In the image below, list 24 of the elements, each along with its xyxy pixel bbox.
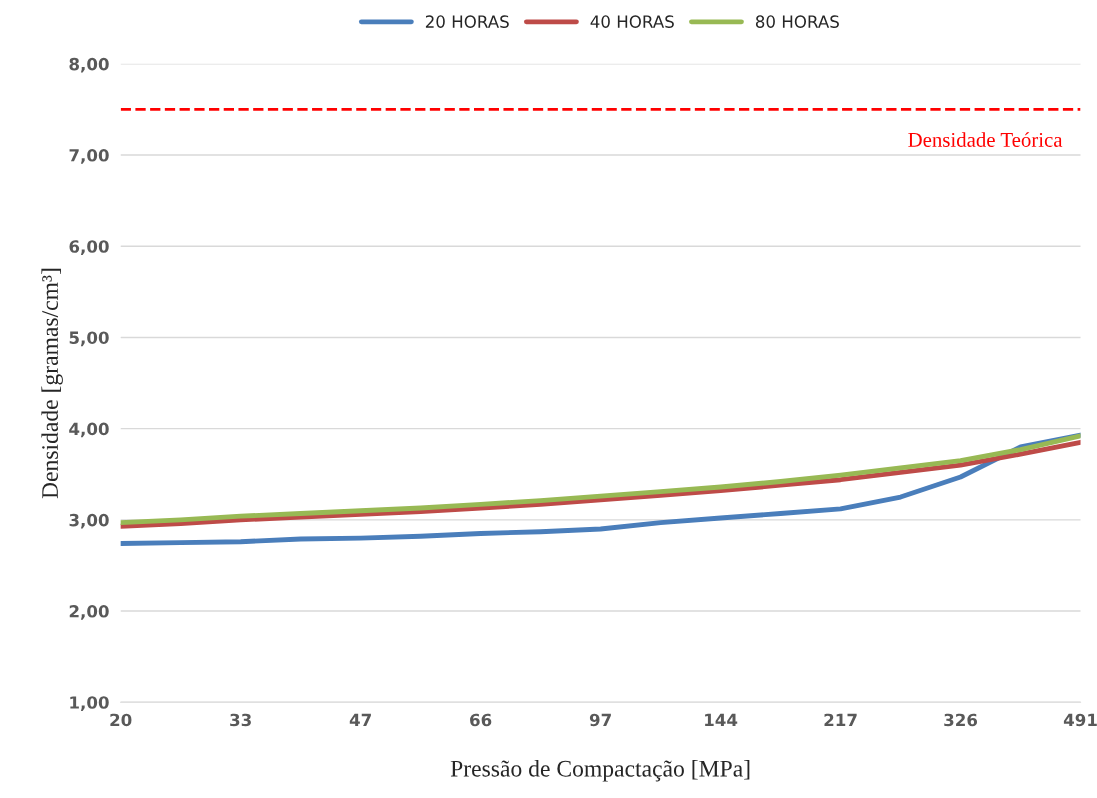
ref-line-label: Densidade Teórica xyxy=(908,132,1063,147)
x-tick-label: 217 xyxy=(824,713,857,727)
y-axis-title: Densidade [gramas/cm³] xyxy=(41,268,63,499)
y-tick-label: 3,00 xyxy=(69,513,109,529)
x-tick-label: 66 xyxy=(470,713,492,727)
legend-label: 40 HORAS xyxy=(590,15,674,28)
x-tick-label: 33 xyxy=(230,713,251,727)
x-tick-label: 20 xyxy=(110,713,132,727)
y-tick-label: 7,00 xyxy=(69,149,109,164)
y-tick-label: 1,00 xyxy=(70,696,109,711)
y-tick-label: 5,00 xyxy=(69,331,109,347)
x-tick-label: 47 xyxy=(349,713,371,727)
x-tick-label: 97 xyxy=(589,713,611,727)
y-tick-label: 4,00 xyxy=(69,422,109,438)
legend-label: 80 HORAS xyxy=(755,15,839,28)
y-tick-label: 2,00 xyxy=(69,605,109,620)
y-tick-label: 6,00 xyxy=(69,240,109,255)
legend-label: 20 HORAS xyxy=(425,15,509,28)
x-tick-label: 326 xyxy=(944,713,978,727)
y-tick-label: 8,00 xyxy=(69,57,109,73)
x-tick-label: 491 xyxy=(1063,713,1097,727)
x-tick-label: 144 xyxy=(705,713,738,727)
line-series xyxy=(120,432,1081,546)
x-axis-title: Pressão de Compactação [MPa] xyxy=(450,760,750,782)
